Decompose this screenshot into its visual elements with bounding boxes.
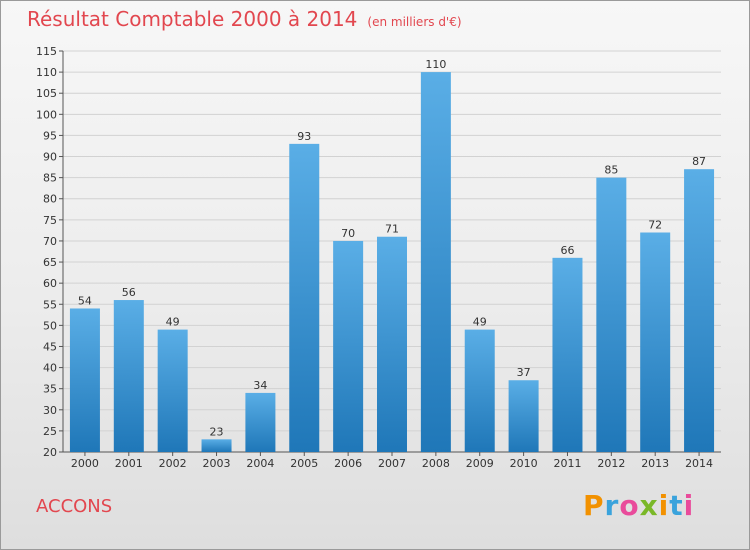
- bar: [333, 240, 364, 452]
- data-label: 71: [385, 223, 399, 236]
- data-label: 66: [560, 244, 574, 257]
- x-tick-label: 2005: [290, 457, 318, 470]
- bar: [596, 177, 627, 452]
- x-tick-label: 2007: [378, 457, 406, 470]
- x-tick-label: 2009: [466, 457, 494, 470]
- data-label: 93: [297, 130, 311, 143]
- chart-subtitle: (en milliers d'€): [367, 15, 462, 29]
- bar: [640, 232, 671, 452]
- bar: [69, 308, 100, 452]
- y-tick-label: 50: [43, 319, 57, 332]
- data-label: 85: [604, 164, 618, 177]
- data-label: 49: [473, 316, 487, 329]
- y-tick-label: 60: [43, 277, 57, 290]
- proxiti-logo: Proxiti: [583, 489, 695, 522]
- y-tick-label: 25: [43, 425, 57, 438]
- x-tick-label: 2011: [553, 457, 581, 470]
- x-tick-label: 2001: [115, 457, 143, 470]
- x-tick-label: 2010: [510, 457, 538, 470]
- bar: [552, 257, 583, 452]
- y-tick-label: 105: [36, 87, 57, 100]
- x-tick-label: 2000: [71, 457, 99, 470]
- x-tick-label: 2002: [159, 457, 187, 470]
- data-label: 54: [78, 294, 92, 307]
- x-tick-label: 2008: [422, 457, 450, 470]
- x-tick-label: 2004: [246, 457, 274, 470]
- title-text: Résultat Comptable 2000 à 2014: [27, 7, 358, 31]
- y-tick-label: 80: [43, 193, 57, 206]
- bar: [464, 329, 495, 452]
- bars: [69, 72, 715, 453]
- x-tick-label: 2006: [334, 457, 362, 470]
- data-label: 110: [425, 58, 446, 71]
- bar: [508, 380, 539, 452]
- data-label: 37: [517, 366, 531, 379]
- data-label: 23: [210, 425, 224, 438]
- data-label: 56: [122, 286, 136, 299]
- y-tick-label: 40: [43, 362, 57, 375]
- chart-title: Résultat Comptable 2000 à 2014 (en millie…: [27, 7, 462, 31]
- commune-name: ACCONS: [36, 496, 113, 517]
- x-tick-label: 2012: [597, 457, 625, 470]
- y-tick-label: 30: [43, 404, 57, 417]
- x-tick-label: 2013: [641, 457, 669, 470]
- bar: [684, 169, 715, 453]
- labels: 54 2000 56 2001 49 2002 23 2003 34 2004 93 2005 70 20…: [71, 58, 713, 470]
- y-tick-label: 55: [43, 298, 57, 311]
- x-tick-label: 2014: [685, 457, 713, 470]
- data-label: 34: [253, 379, 267, 392]
- data-label: 49: [166, 316, 180, 329]
- y-tick-label: 110: [36, 66, 57, 79]
- bar: [420, 72, 451, 453]
- bar: [245, 392, 276, 452]
- y-tick-label: 115: [36, 45, 57, 58]
- bar: [289, 143, 320, 452]
- y-tick-label: 100: [36, 108, 57, 121]
- x-tick-label: 2003: [203, 457, 231, 470]
- y-tick-label: 70: [43, 235, 57, 248]
- y-tick-label: 75: [43, 214, 57, 227]
- y-tick-label: 85: [43, 172, 57, 185]
- y-tick-label: 95: [43, 129, 57, 142]
- bar: [377, 236, 407, 452]
- bar: [113, 300, 144, 452]
- y-tick-label: 65: [43, 256, 57, 269]
- bar: [201, 439, 232, 452]
- data-label: 72: [648, 219, 662, 232]
- bar: [157, 329, 188, 452]
- y-tick-label: 45: [43, 340, 57, 353]
- y-tick-label: 20: [43, 446, 57, 459]
- data-label: 87: [692, 155, 706, 168]
- data-label: 70: [341, 227, 355, 240]
- y-tick-label: 35: [43, 383, 57, 396]
- y-tick-label: 90: [43, 151, 57, 164]
